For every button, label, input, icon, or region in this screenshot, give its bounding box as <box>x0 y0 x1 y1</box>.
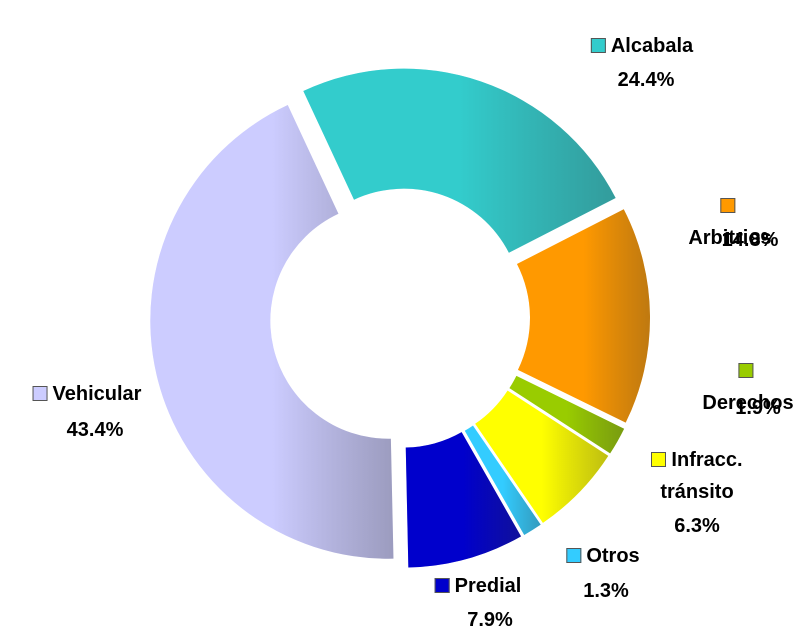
slice-shade <box>509 375 625 454</box>
category-name: Alcabala <box>610 35 694 57</box>
value-label: 1.9% <box>735 397 781 419</box>
legend-marker <box>651 452 667 467</box>
legend-label: Predial <box>434 570 522 602</box>
category-name: Infracc. tránsito <box>660 449 743 503</box>
slice-shade <box>516 209 650 423</box>
legend-label: Infracc. tránsito <box>642 444 752 508</box>
legend-marker <box>32 386 48 401</box>
value-label: 24.4% <box>617 69 675 91</box>
legend-label: Derechos <box>702 355 794 419</box>
value-label: 14.8% <box>721 229 779 251</box>
legend-label: Otros <box>566 540 640 572</box>
value-label: 1.3% <box>583 580 629 602</box>
slice-shade <box>464 425 541 535</box>
legend-marker <box>738 363 753 378</box>
legend-marker <box>566 548 582 563</box>
value-label: 43.4% <box>66 419 124 441</box>
slice-shade <box>475 390 609 523</box>
category-name: Otros <box>586 545 640 567</box>
slice-shade <box>405 432 522 568</box>
legend-marker <box>590 38 606 53</box>
category-name: Derechos <box>702 392 794 414</box>
value-label: 7.9% <box>467 609 513 631</box>
slice-shade <box>150 105 394 559</box>
legend-label: Vehicular <box>32 378 142 410</box>
category-name: Arbitrios <box>688 227 772 249</box>
legend-marker <box>720 198 735 213</box>
legend-marker <box>434 578 450 593</box>
category-name: Vehicular <box>52 383 142 405</box>
legend-label: Alcabala <box>590 30 694 62</box>
legend-label: Arbitrios <box>688 190 772 254</box>
category-name: Predial <box>454 575 522 597</box>
value-label: 6.3% <box>674 515 720 537</box>
slice-shade <box>303 68 616 253</box>
